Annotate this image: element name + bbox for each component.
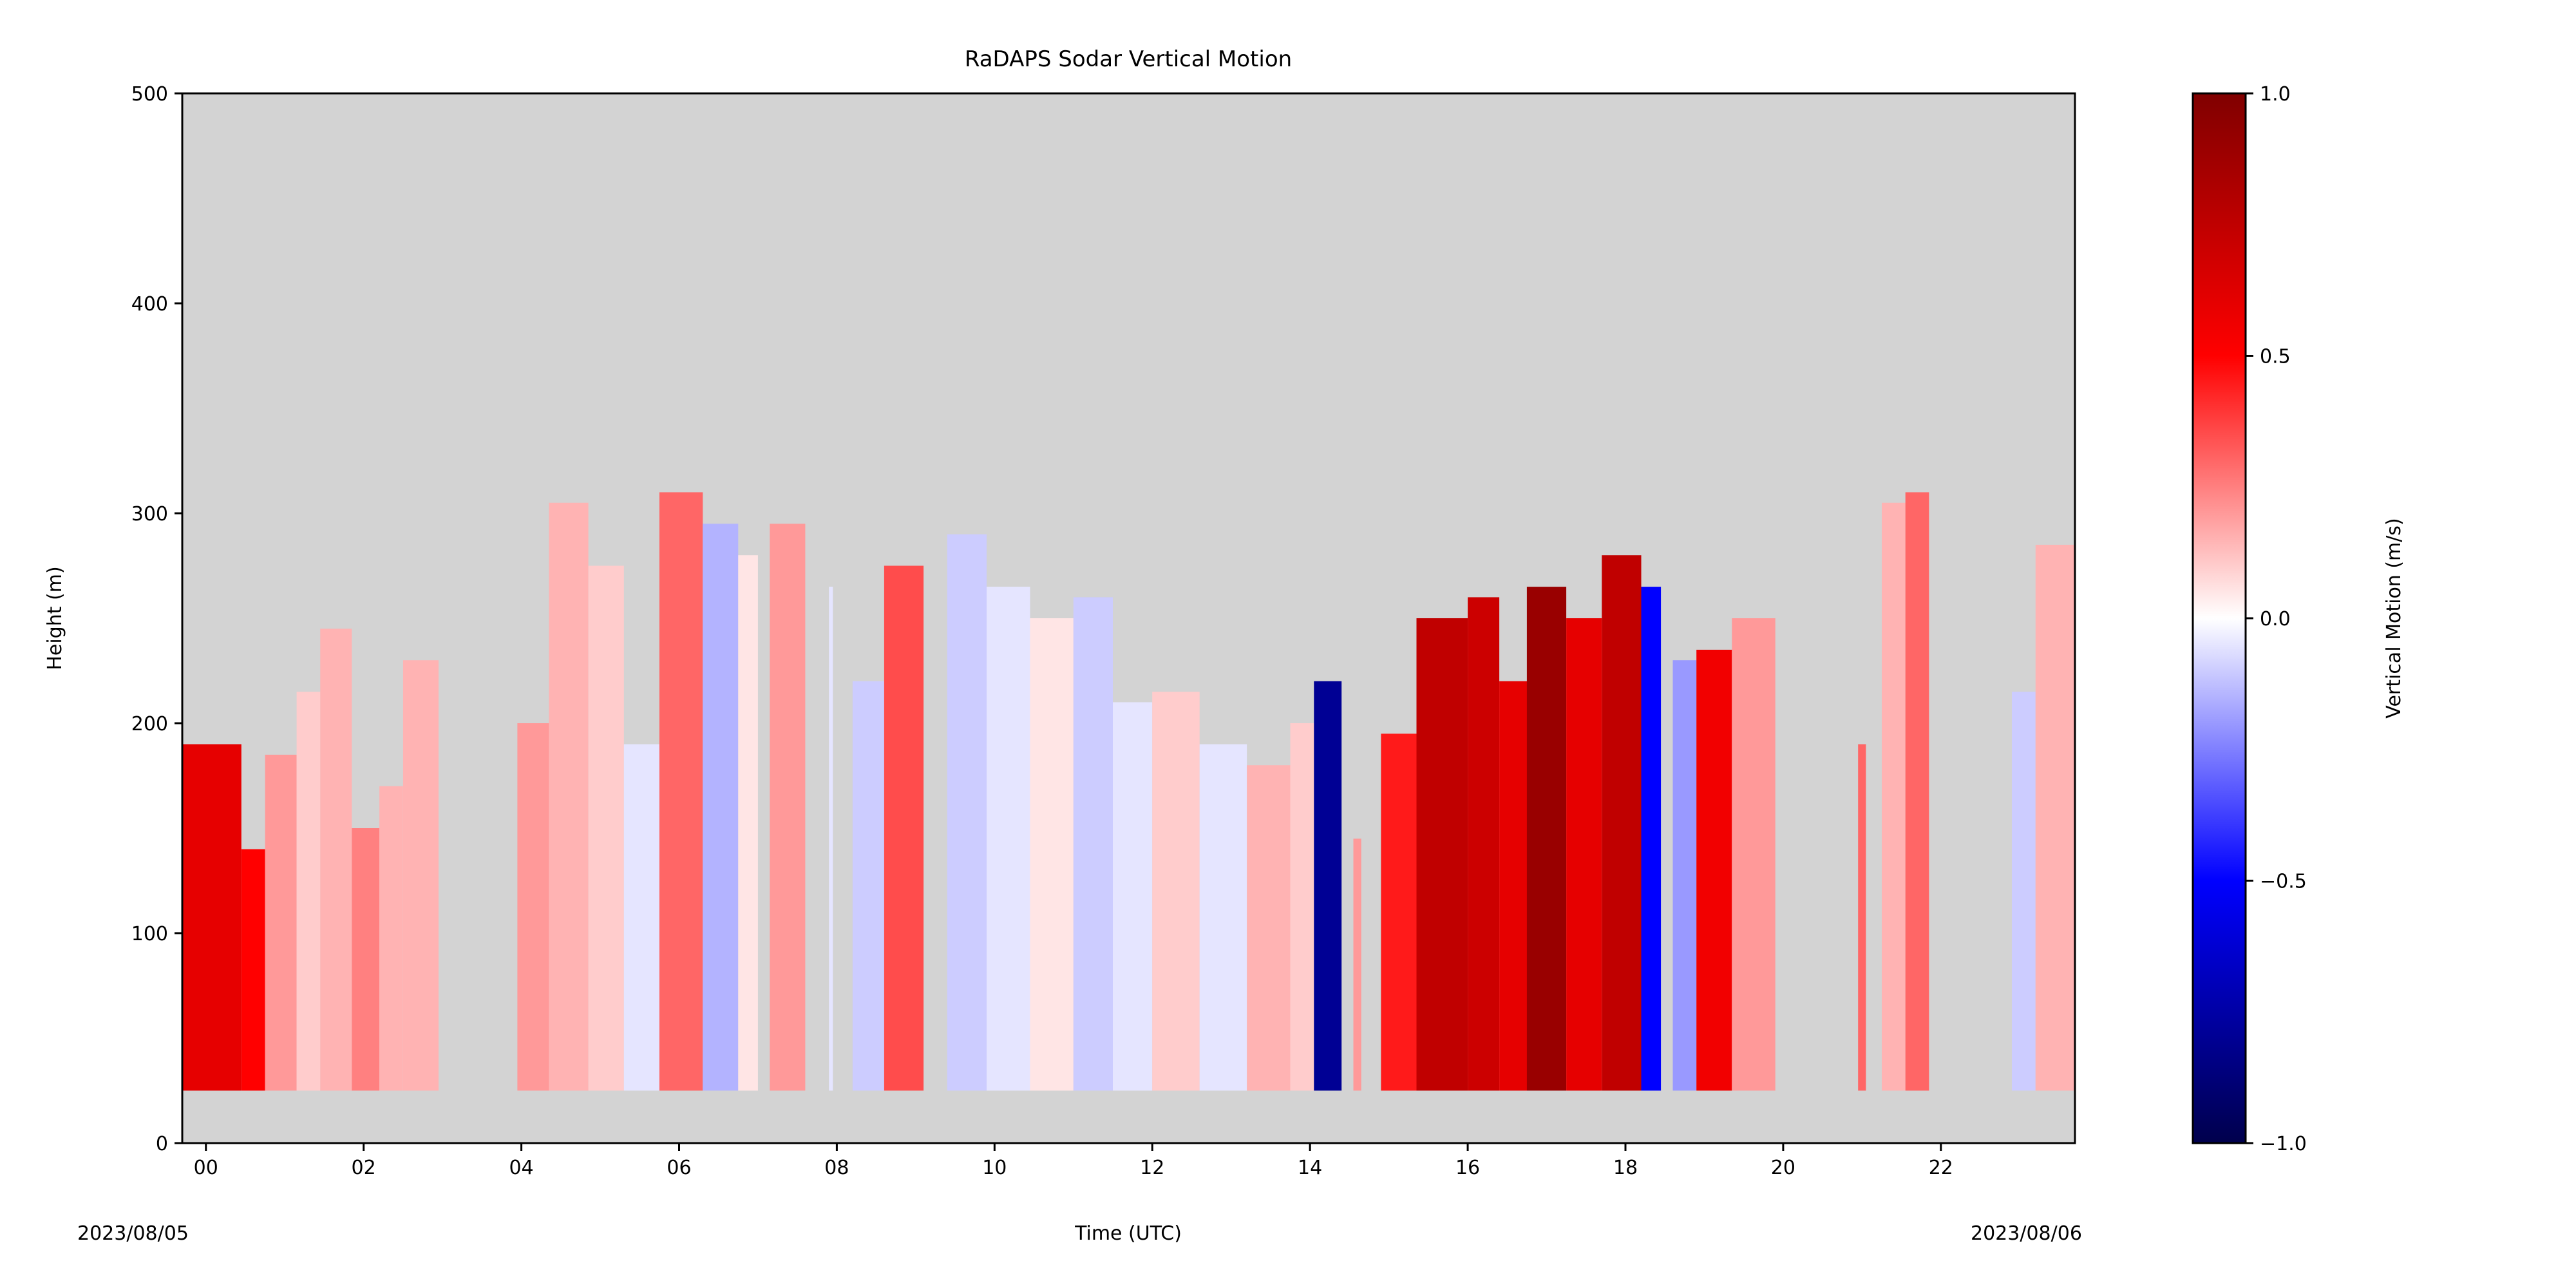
colorbar-tick-label: 0.5: [2260, 346, 2291, 368]
heatmap-cell: [1468, 597, 1500, 1091]
heatmap-cell: [549, 502, 589, 1091]
y-tick-label: 0: [156, 1133, 168, 1155]
heatmap-cell: [1314, 681, 1342, 1091]
heatmap-cell: [265, 754, 297, 1091]
heatmap-cell: [659, 492, 703, 1091]
x-tick-label: 14: [1298, 1157, 1322, 1179]
y-tick-label: 200: [131, 713, 168, 735]
colorbar-tick-label: 1.0: [2260, 83, 2291, 106]
heatmap-cell: [1030, 618, 1074, 1091]
y-axis-title: Height (m): [44, 566, 66, 670]
x-tick-label: 04: [509, 1157, 533, 1179]
heatmap-cells: [182, 492, 2075, 1091]
heatmap-cell: [1732, 618, 1776, 1091]
x-tick-label: 02: [352, 1157, 376, 1179]
heatmap-cell: [1672, 660, 1697, 1091]
heatmap-cell: [517, 723, 549, 1091]
heatmap-cell: [770, 524, 806, 1091]
heatmap-cell: [402, 660, 439, 1091]
heatmap-cell: [738, 555, 758, 1091]
y-tick-label: 500: [131, 83, 168, 106]
heatmap-cell: [1199, 744, 1247, 1091]
heatmap-cell: [352, 828, 380, 1091]
heatmap-cell: [1526, 587, 1567, 1091]
heatmap-cell: [703, 524, 739, 1091]
x-tick-label: 10: [982, 1157, 1007, 1179]
y-tick-label: 300: [131, 503, 168, 526]
heatmap-cell: [1858, 744, 1866, 1091]
heatmap-cell: [1499, 681, 1527, 1091]
heatmap-cell: [884, 565, 924, 1091]
heatmap-cell: [379, 786, 403, 1091]
heatmap-cell: [1566, 618, 1602, 1091]
heatmap-cell: [1696, 649, 1732, 1091]
heatmap-cell: [1905, 492, 1929, 1091]
x-tick-label: 00: [194, 1157, 218, 1179]
plot-frame: [181, 92, 2076, 1144]
heatmap-cell: [2012, 692, 2036, 1091]
colorbar-tick-label: −0.5: [2260, 871, 2307, 893]
heatmap-cell: [947, 534, 987, 1091]
x-tick-label: 18: [1613, 1157, 1638, 1179]
x-start-date-label: 2023/08/05: [77, 1222, 189, 1245]
y-tick-label: 100: [131, 923, 168, 945]
heatmap-cell: [1290, 723, 1314, 1091]
x-axis: 00 02 04 06 08 10 12 14 16 18 20 22: [194, 1143, 1953, 1179]
heatmap-cell: [1073, 597, 1113, 1091]
colorbar-title: Vertical Motion (m/s): [2383, 518, 2405, 718]
heatmap-cell: [1602, 555, 1642, 1091]
heatmap-cell: [852, 681, 884, 1091]
heatmap-cell: [1353, 838, 1361, 1091]
heatmap-cell: [296, 692, 321, 1091]
y-tick-label: 400: [131, 293, 168, 316]
x-axis-title: Time (UTC): [1074, 1222, 1182, 1245]
colorbar-tick-label: 0.0: [2260, 608, 2291, 630]
y-axis: 0 100 200 300 400 500: [131, 83, 182, 1155]
x-end-date-label: 2023/08/06: [1971, 1222, 2082, 1245]
heatmap-cell: [987, 587, 1030, 1091]
x-tick-label: 08: [824, 1157, 849, 1179]
heatmap-cell: [1416, 618, 1468, 1091]
x-tick-label: 20: [1771, 1157, 1795, 1179]
x-tick-label: 22: [1929, 1157, 1953, 1179]
heatmap-cell: [623, 744, 659, 1091]
x-tick-label: 12: [1140, 1157, 1164, 1179]
colorbar-tick-label: −1.0: [2260, 1133, 2307, 1155]
x-tick-label: 06: [667, 1157, 691, 1179]
heatmap-cell: [1152, 692, 1200, 1091]
chart-title: RaDAPS Sodar Vertical Motion: [965, 46, 1292, 72]
heatmap-cell: [241, 849, 265, 1091]
heatmap-cell: [588, 565, 624, 1091]
heatmap-cell: [1247, 765, 1291, 1091]
x-tick-label: 16: [1455, 1157, 1480, 1179]
heatmap-cell: [320, 629, 352, 1091]
heatmap-cell: [1641, 587, 1662, 1091]
heatmap-cell: [1882, 502, 1906, 1091]
colorbar: [2192, 92, 2247, 1144]
heatmap-cell: [2035, 544, 2075, 1091]
heatmap-cell: [1381, 734, 1417, 1091]
heatmap-cell: [1113, 702, 1153, 1091]
colorbar-ticks: 1.0 0.5 0.0 −0.5 −1.0: [2246, 83, 2307, 1155]
heatmap-cell: [829, 587, 833, 1091]
heatmap-cell: [182, 744, 242, 1091]
